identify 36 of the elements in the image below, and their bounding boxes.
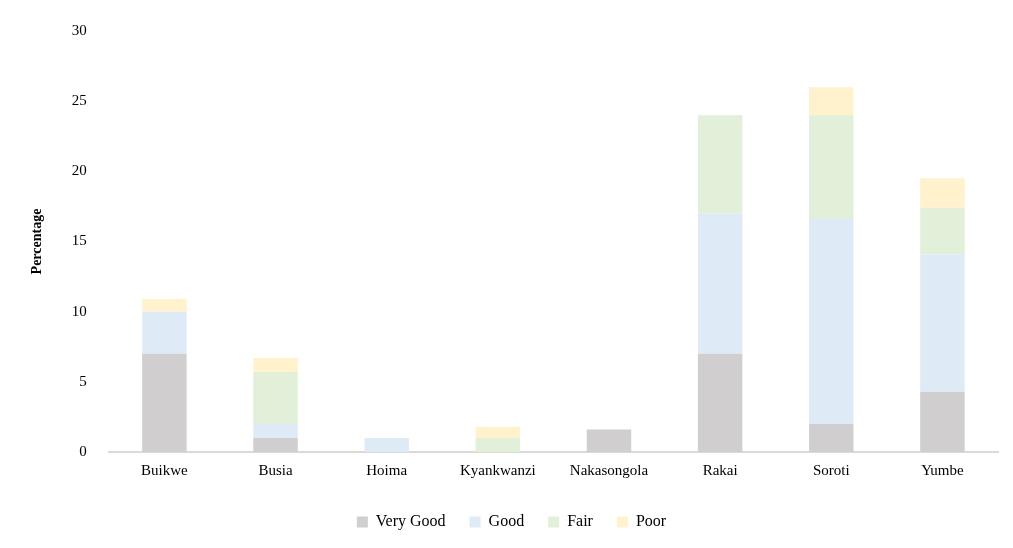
x-tick-label: Hoima: [366, 461, 408, 478]
bar: [142, 299, 187, 312]
bar: [142, 311, 187, 354]
x-tick-label: Kyankwanzi: [459, 461, 536, 478]
legend-label: Fair: [567, 512, 594, 530]
bar: [697, 213, 743, 354]
bar: [364, 437, 409, 452]
bar: [920, 178, 965, 208]
x-tick-label: Buikwe: [141, 461, 189, 478]
legend-label: Very Good: [375, 512, 446, 531]
x-tick-label: Rakai: [702, 461, 738, 478]
bar: [475, 426, 521, 438]
y-tick-label: 5: [79, 372, 87, 389]
bar: [809, 87, 854, 116]
bar: [920, 207, 965, 255]
bar: [697, 115, 743, 214]
x-tick-label: Nakasongola: [569, 461, 649, 478]
x-tick-label: Yumbe: [921, 461, 965, 478]
x-tick-label: Busia: [258, 461, 293, 478]
bar: [809, 115, 854, 220]
x-tick-label: Soroti: [812, 461, 850, 478]
y-axis-title: Percentage: [29, 208, 45, 275]
legend-label: Poor: [635, 512, 667, 530]
y-tick-label: 20: [71, 162, 87, 179]
legend-label: Good: [488, 512, 525, 530]
bar: [809, 219, 854, 424]
bar: [475, 437, 521, 452]
bar: [253, 372, 298, 424]
bar: [253, 357, 298, 373]
y-tick-label: 25: [71, 92, 87, 109]
y-tick-label: 15: [71, 232, 87, 249]
y-tick-label: 10: [71, 302, 87, 319]
y-tick-label: 0: [79, 442, 87, 459]
bar: [253, 423, 298, 438]
bar: [920, 254, 965, 392]
y-tick-label: 30: [71, 21, 87, 38]
